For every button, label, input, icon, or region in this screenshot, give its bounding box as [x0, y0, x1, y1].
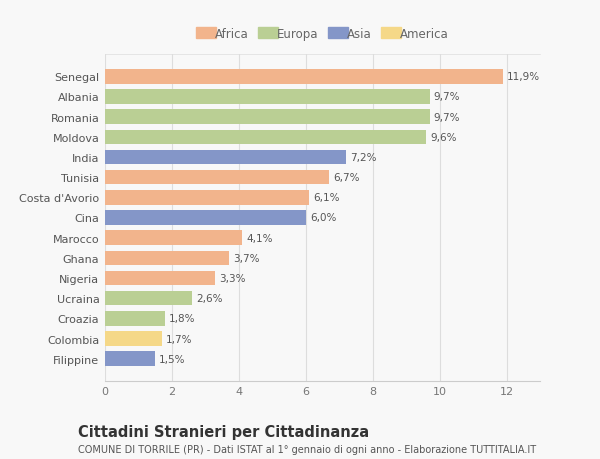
Bar [105, 352, 155, 366]
Text: 6,0%: 6,0% [310, 213, 336, 223]
Text: 9,6%: 9,6% [430, 133, 457, 142]
Text: COMUNE DI TORRILE (PR) - Dati ISTAT al 1° gennaio di ogni anno - Elaborazione TU: COMUNE DI TORRILE (PR) - Dati ISTAT al 1… [78, 444, 536, 454]
Bar [105, 130, 426, 145]
Text: 1,5%: 1,5% [159, 354, 186, 364]
Text: 3,3%: 3,3% [220, 274, 246, 283]
Bar [105, 190, 309, 205]
Text: 9,7%: 9,7% [434, 112, 460, 123]
Bar [105, 110, 430, 125]
Text: 1,7%: 1,7% [166, 334, 193, 344]
Bar [105, 70, 503, 84]
Bar [105, 311, 165, 326]
Text: 7,2%: 7,2% [350, 153, 376, 162]
Legend: Africa, Europa, Asia, America: Africa, Europa, Asia, America [194, 25, 451, 43]
Bar [105, 231, 242, 246]
Text: 9,7%: 9,7% [434, 92, 460, 102]
Bar [105, 90, 430, 105]
Bar [105, 271, 215, 285]
Text: 6,1%: 6,1% [313, 193, 340, 203]
Text: Cittadini Stranieri per Cittadinanza: Cittadini Stranieri per Cittadinanza [78, 425, 369, 440]
Text: 11,9%: 11,9% [507, 72, 541, 82]
Text: 1,8%: 1,8% [169, 313, 196, 324]
Text: 2,6%: 2,6% [196, 294, 223, 303]
Bar [105, 211, 306, 225]
Text: 4,1%: 4,1% [246, 233, 273, 243]
Text: 3,7%: 3,7% [233, 253, 259, 263]
Bar [105, 251, 229, 265]
Bar [105, 151, 346, 165]
Bar [105, 291, 192, 306]
Bar [105, 331, 162, 346]
Text: 6,7%: 6,7% [333, 173, 360, 183]
Bar [105, 171, 329, 185]
